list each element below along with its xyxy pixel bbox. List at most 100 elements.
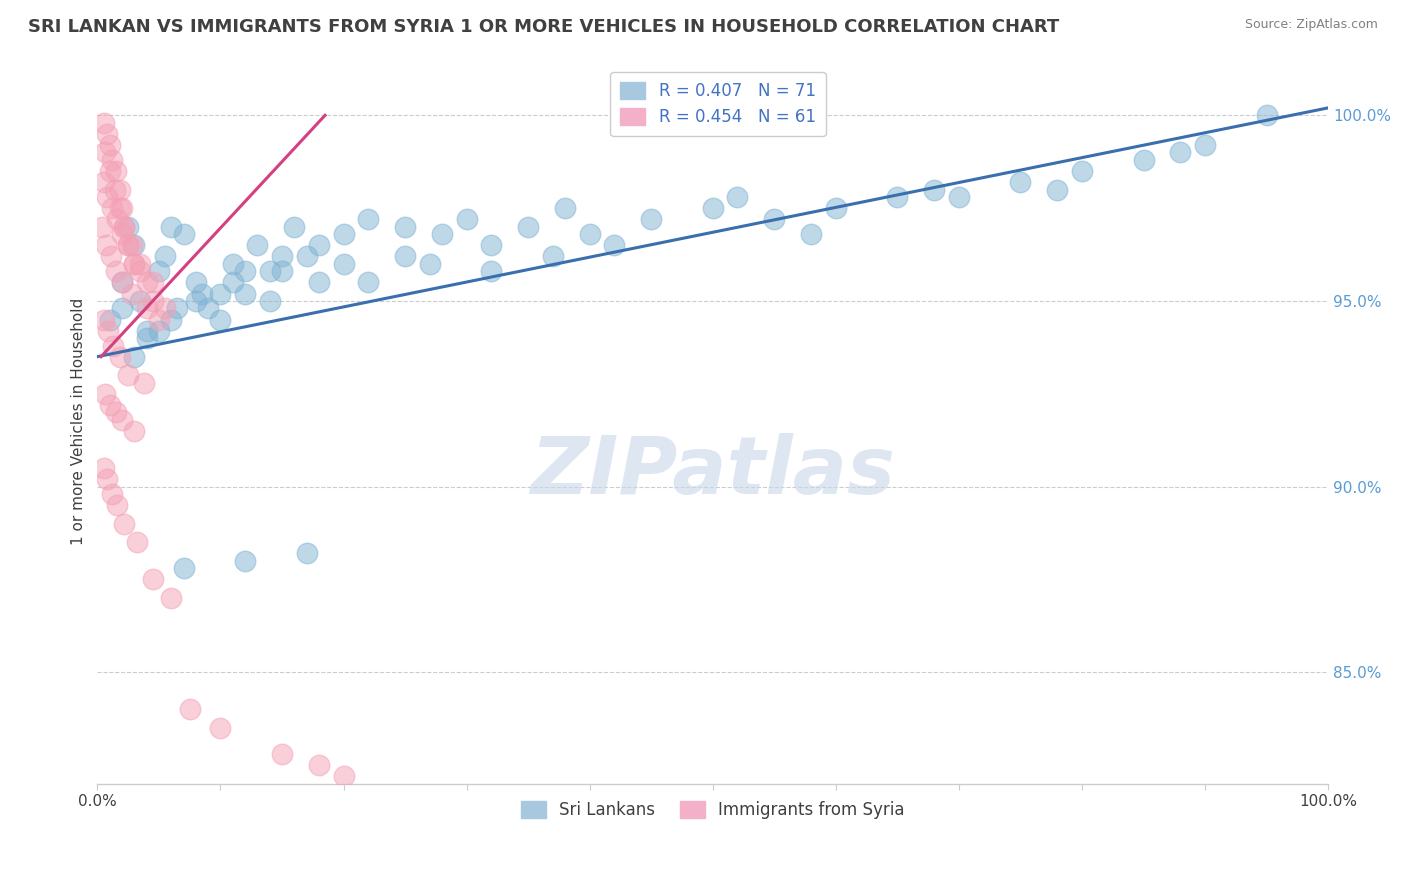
Point xyxy=(98,138,121,153)
Point xyxy=(209,721,232,735)
Point xyxy=(93,145,115,160)
Point xyxy=(179,702,201,716)
Point xyxy=(160,219,183,234)
Point xyxy=(93,312,115,326)
Point xyxy=(259,264,281,278)
Point xyxy=(100,249,122,263)
Point xyxy=(222,276,245,290)
Point xyxy=(332,769,354,783)
Point xyxy=(479,238,502,252)
Point xyxy=(148,264,170,278)
Point xyxy=(332,227,354,241)
Point xyxy=(108,201,131,215)
Point xyxy=(124,238,146,252)
Point xyxy=(886,190,908,204)
Point xyxy=(1194,138,1216,153)
Point xyxy=(117,219,139,234)
Point xyxy=(184,276,207,290)
Point xyxy=(197,301,219,316)
Point xyxy=(108,183,131,197)
Point xyxy=(233,286,256,301)
Point xyxy=(112,516,135,531)
Point xyxy=(541,249,564,263)
Point xyxy=(93,386,115,401)
Point xyxy=(308,238,330,252)
Point xyxy=(271,264,294,278)
Point xyxy=(948,190,970,204)
Point xyxy=(96,127,118,141)
Point xyxy=(702,201,724,215)
Point xyxy=(142,573,165,587)
Point xyxy=(105,212,128,227)
Point xyxy=(394,219,416,234)
Point xyxy=(357,276,380,290)
Point xyxy=(148,324,170,338)
Point xyxy=(1046,183,1069,197)
Point xyxy=(554,201,576,215)
Point xyxy=(357,212,380,227)
Point xyxy=(153,249,176,263)
Point xyxy=(603,238,626,252)
Point xyxy=(103,183,125,197)
Point xyxy=(121,238,143,252)
Point xyxy=(479,264,502,278)
Point xyxy=(922,183,945,197)
Point xyxy=(800,227,823,241)
Point xyxy=(129,257,152,271)
Point xyxy=(112,219,135,234)
Text: SRI LANKAN VS IMMIGRANTS FROM SYRIA 1 OR MORE VEHICLES IN HOUSEHOLD CORRELATION : SRI LANKAN VS IMMIGRANTS FROM SYRIA 1 OR… xyxy=(28,18,1059,36)
Point xyxy=(283,219,305,234)
Point xyxy=(153,301,176,316)
Point xyxy=(129,293,152,308)
Point xyxy=(271,747,294,761)
Point xyxy=(148,312,170,326)
Point xyxy=(824,201,846,215)
Point xyxy=(96,190,118,204)
Point xyxy=(1132,153,1154,167)
Y-axis label: 1 or more Vehicles in Household: 1 or more Vehicles in Household xyxy=(72,298,86,545)
Point xyxy=(430,227,453,241)
Point xyxy=(111,301,134,316)
Point xyxy=(121,286,143,301)
Point xyxy=(124,424,146,438)
Point xyxy=(103,338,125,352)
Point xyxy=(1071,164,1094,178)
Point xyxy=(104,164,127,178)
Point xyxy=(233,264,256,278)
Point xyxy=(108,350,131,364)
Point xyxy=(111,201,134,215)
Point xyxy=(111,413,134,427)
Point xyxy=(93,461,115,475)
Point xyxy=(117,238,139,252)
Point xyxy=(135,301,157,316)
Point xyxy=(97,324,120,338)
Point xyxy=(763,212,786,227)
Point xyxy=(308,276,330,290)
Point xyxy=(191,286,214,301)
Point xyxy=(124,350,146,364)
Point xyxy=(101,487,124,501)
Point xyxy=(134,376,156,390)
Point xyxy=(135,331,157,345)
Point xyxy=(135,324,157,338)
Point xyxy=(166,301,188,316)
Point xyxy=(93,116,115,130)
Point xyxy=(117,238,139,252)
Point xyxy=(93,175,115,189)
Point xyxy=(111,276,134,290)
Point xyxy=(1256,108,1278,122)
Point xyxy=(112,219,135,234)
Point xyxy=(295,547,318,561)
Point xyxy=(96,472,118,486)
Point xyxy=(222,257,245,271)
Point xyxy=(578,227,600,241)
Point xyxy=(98,398,121,412)
Point xyxy=(98,312,121,326)
Point xyxy=(129,264,152,278)
Point xyxy=(271,249,294,263)
Point xyxy=(104,405,127,419)
Point xyxy=(184,293,207,308)
Point xyxy=(259,293,281,308)
Point xyxy=(135,276,157,290)
Point xyxy=(419,257,441,271)
